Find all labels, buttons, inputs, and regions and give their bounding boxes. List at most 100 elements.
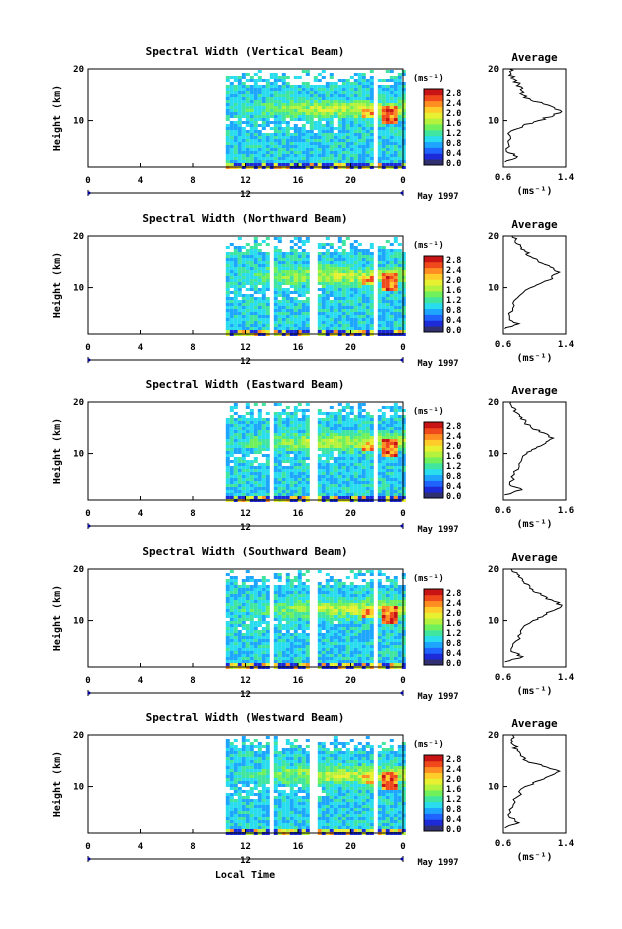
heatmap-cell xyxy=(381,100,386,103)
heatmap-cell xyxy=(253,252,258,255)
heatmap-cell xyxy=(357,318,362,321)
heatmap-cell xyxy=(393,100,398,103)
heatmap-cell xyxy=(233,139,238,142)
panel-4: Spectral Width (Southward Beam)1020Heigh… xyxy=(51,545,575,702)
heatmap-cell xyxy=(365,624,370,627)
heatmap-cell xyxy=(233,133,238,136)
heatmap-cell xyxy=(357,651,362,654)
heatmap-cell xyxy=(325,460,330,463)
heatmap-cell xyxy=(253,418,258,421)
heatmap-cell xyxy=(305,490,310,493)
heatmap-cell xyxy=(357,85,362,88)
heatmap-cell xyxy=(309,157,314,160)
heatmap-cell xyxy=(305,436,310,439)
x-tick-label: 20 xyxy=(345,343,356,353)
heatmap-cell xyxy=(381,642,386,645)
heatmap-cell xyxy=(229,130,234,133)
heatmap-cell xyxy=(281,481,286,484)
heatmap-cell xyxy=(301,240,306,243)
heatmap-cell xyxy=(321,439,326,442)
heatmap-cell xyxy=(385,264,390,267)
heatmap-cell xyxy=(277,403,282,406)
heatmap-cell xyxy=(353,88,358,91)
heatmap-cell xyxy=(233,300,238,303)
heatmap-cell xyxy=(261,255,266,258)
heatmap-cell xyxy=(265,109,270,112)
heatmap-cell xyxy=(353,424,358,427)
panel-3: Spectral Width (Eastward Beam)1020Height… xyxy=(51,378,574,535)
heatmap-cell xyxy=(353,612,358,615)
heatmap-cell xyxy=(253,100,258,103)
heatmap-cell xyxy=(341,151,346,154)
heatmap-cell xyxy=(381,151,386,154)
heatmap-cell xyxy=(357,493,362,496)
heatmap-cell xyxy=(313,100,318,103)
heatmap-cell xyxy=(233,151,238,154)
heatmap-cell xyxy=(281,279,286,282)
heatmap-cell xyxy=(305,106,310,109)
heatmap-cell xyxy=(401,427,406,430)
heatmap-cell xyxy=(385,112,390,115)
heatmap-cell xyxy=(329,258,334,261)
heatmap-cell xyxy=(369,297,374,300)
heatmap-cell xyxy=(377,115,382,118)
heatmap-cell xyxy=(325,112,330,115)
heatmap-cell xyxy=(365,91,370,94)
heatmap-cell xyxy=(389,300,394,303)
heatmap-cell xyxy=(353,594,358,597)
heatmap-cell xyxy=(385,94,390,97)
heatmap-cell xyxy=(241,154,246,157)
heatmap-cell xyxy=(329,264,334,267)
heatmap-cell xyxy=(237,139,242,142)
heatmap-cell xyxy=(297,585,302,588)
heatmap-cell xyxy=(253,585,258,588)
heatmap-cell xyxy=(273,279,278,282)
heatmap-cell xyxy=(329,300,334,303)
heatmap-cell xyxy=(345,133,350,136)
heatmap-cell xyxy=(337,127,342,130)
heatmap-cell xyxy=(301,606,306,609)
heatmap-cell xyxy=(325,660,330,663)
heatmap-cell xyxy=(261,151,266,154)
heatmap-cell xyxy=(333,439,338,442)
heatmap-cell xyxy=(401,309,406,312)
heatmap-cell xyxy=(305,636,310,639)
heatmap-cell xyxy=(273,112,278,115)
heatmap-cell xyxy=(345,460,350,463)
heatmap-cell xyxy=(353,267,358,270)
heatmap-cell xyxy=(329,645,334,648)
heatmap-cell xyxy=(253,439,258,442)
heatmap-cell xyxy=(297,570,302,573)
heatmap-cell xyxy=(381,261,386,264)
heatmap-cell xyxy=(333,657,338,660)
heatmap-cell xyxy=(365,315,370,318)
heatmap-cell xyxy=(337,663,342,666)
heatmap-cell xyxy=(261,157,266,160)
heatmap-cell xyxy=(353,636,358,639)
heatmap-cell xyxy=(273,448,278,451)
heatmap-cell xyxy=(321,606,326,609)
heatmap-cell xyxy=(321,466,326,469)
heatmap-cell xyxy=(241,648,246,651)
heatmap-cell xyxy=(261,124,266,127)
heatmap-cell xyxy=(289,270,294,273)
heatmap-cell xyxy=(257,258,262,261)
heatmap-cell xyxy=(321,70,326,73)
average-x-tick-label: 0.6 xyxy=(495,173,511,183)
average-title: Average xyxy=(511,384,558,397)
heatmap-cell xyxy=(353,591,358,594)
heatmap-cell xyxy=(381,136,386,139)
heatmap-cell xyxy=(349,630,354,633)
heatmap-cell xyxy=(225,273,230,276)
heatmap-cell xyxy=(309,97,314,100)
heatmap-cell xyxy=(393,330,398,333)
heatmap-cell xyxy=(381,324,386,327)
heatmap-cell xyxy=(253,270,258,273)
x-tick-label: 16 xyxy=(293,176,304,186)
heatmap-cell xyxy=(289,318,294,321)
heatmap-cell xyxy=(281,109,286,112)
heatmap-cell xyxy=(393,297,398,300)
heatmap-cell xyxy=(265,642,270,645)
heatmap-cell xyxy=(305,130,310,133)
heatmap-cell xyxy=(353,573,358,576)
